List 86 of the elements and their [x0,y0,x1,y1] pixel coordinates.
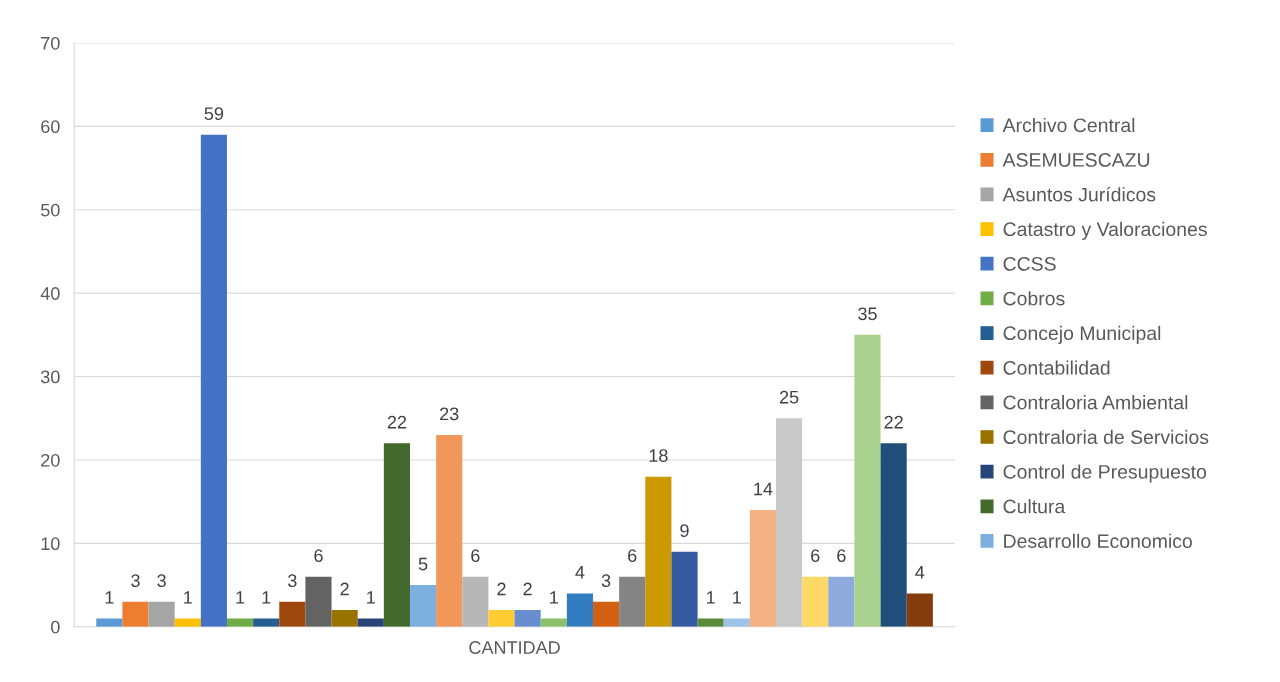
data-label: 6 [811,549,820,563]
bar [436,434,463,627]
data-label: 1 [184,591,192,604]
legend-label: Asuntos Jurídicos [1002,186,1156,202]
y-tick-label: 0 [51,620,60,634]
data-label: 23 [440,407,459,421]
data-label: 2 [340,582,349,596]
data-label: 1 [236,591,245,604]
data-label: 3 [601,574,611,588]
data-label: 3 [157,574,166,588]
bar [776,418,803,627]
data-label: 6 [471,549,480,563]
y-tick-label: 20 [41,453,60,467]
bar [645,476,672,627]
data-label: 59 [204,107,224,121]
bar [488,610,515,627]
data-label: 4 [575,566,585,579]
bar [383,443,410,627]
data-label: 6 [314,549,323,563]
bar [723,618,750,627]
legend-label: ASEMUESCAZU [1002,153,1150,167]
data-label: 3 [131,574,140,588]
bar [802,576,829,627]
y-tick-label: 50 [40,203,60,217]
legend-label: Concejo Municipal [1003,325,1161,344]
legend-label: Cultura [1003,499,1066,514]
bar [253,618,280,627]
data-label: 9 [680,524,689,538]
bar [540,618,567,627]
bar [828,576,855,627]
bar [357,618,384,627]
bar [409,585,437,627]
bar [880,443,907,627]
bar [566,593,593,627]
bar [462,576,489,627]
legend-label: Contraloria Ambiental [1003,395,1188,410]
legend-label: CCSS [1003,257,1056,271]
data-label: 5 [418,557,428,571]
bar [122,601,149,627]
data-label: 1 [367,591,375,604]
data-label: 2 [497,582,506,596]
y-tick-label: 70 [41,36,60,50]
data-label: 1 [733,591,741,604]
bar [514,610,541,627]
data-label: 6 [628,549,637,563]
data-label: 25 [779,390,799,404]
bar [592,601,620,627]
legend-label: Catastro y Valoraciones [1003,221,1207,240]
data-label: 22 [884,415,903,429]
data-label: 35 [858,307,877,321]
bar [200,134,227,627]
legend-label: Control de Presupuesto [1003,464,1207,483]
bar [671,551,698,627]
data-label: 3 [288,574,297,588]
bar [148,601,175,627]
data-label: 1 [262,591,271,604]
bar [697,618,724,627]
data-label: 1 [707,591,715,604]
y-tick-label: 10 [41,537,60,551]
legend-label: Cobros [1003,291,1065,306]
data-label: 1 [105,591,114,604]
data-label: 18 [649,449,668,462]
bar [174,618,201,627]
data-label: 4 [915,566,925,579]
bar [305,576,332,627]
data-label: 14 [754,482,773,496]
data-label: 2 [523,582,532,596]
bar [331,610,358,627]
x-tick-label: CANTIDAD [469,641,560,654]
bar [749,510,776,627]
y-tick-label: 30 [40,370,60,384]
legend-label: Archivo Central [1002,117,1135,133]
bar [279,601,306,627]
legend-label: Desarrollo Economico [1004,533,1192,548]
data-label: 22 [387,415,407,429]
bar [226,618,254,627]
y-tick-label: 60 [41,120,60,134]
y-tick-label: 40 [40,287,60,300]
legend-label: Contabilidad [1003,360,1110,375]
legend-label: Contraloria de Servicios [1003,429,1209,445]
data-label: 1 [550,591,558,604]
bar [619,576,646,627]
data-label: 6 [837,549,846,563]
bar [96,618,123,627]
bar [854,334,881,627]
bar [906,593,933,627]
